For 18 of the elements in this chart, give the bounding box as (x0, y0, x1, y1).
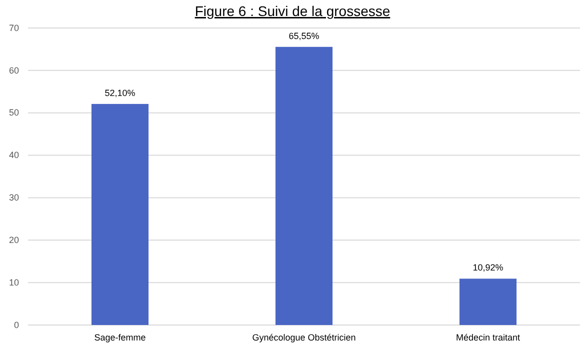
y-tick-label: 40 (8, 150, 19, 160)
x-tick-label: Médecin traitant (456, 332, 521, 342)
y-tick-label: 0 (14, 320, 19, 330)
x-tick-label: Gynécologue Obstétricien (252, 332, 356, 342)
data-label: 65,55% (288, 30, 320, 41)
bar (459, 278, 517, 325)
bar (91, 104, 149, 325)
chart-title: Figure 6 : Suivi de la grossesse (194, 3, 390, 19)
y-tick-label: 20 (8, 235, 19, 246)
y-tick-label: 60 (8, 65, 19, 76)
y-tick-label: 70 (8, 22, 19, 33)
bar (275, 46, 333, 325)
x-tick-label: Sage-femme (94, 332, 146, 342)
data-label: 52,10% (104, 88, 136, 98)
y-tick-label: 30 (8, 192, 19, 203)
data-label: 10,92% (472, 262, 504, 273)
y-tick-label: 50 (8, 108, 19, 118)
y-tick-label: 10 (8, 277, 19, 288)
